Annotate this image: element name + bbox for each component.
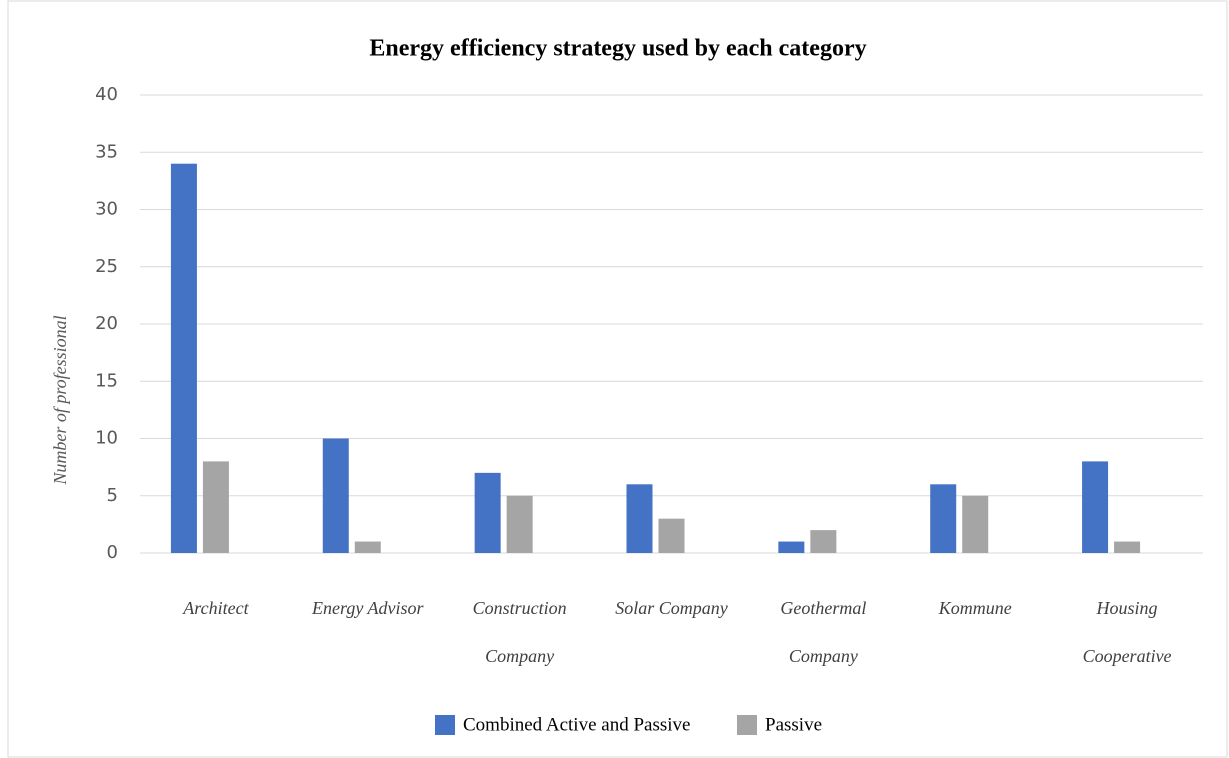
y-tick-label: 30 (95, 199, 118, 220)
bar (626, 484, 653, 553)
bar (170, 163, 197, 553)
legend-label: Combined Active and Passive (463, 714, 690, 735)
y-tick-label: 5 (107, 485, 118, 506)
y-tick-label: 25 (95, 256, 118, 277)
bar (658, 518, 685, 553)
x-tick-label: Construction Company (472, 598, 567, 666)
bar (778, 541, 805, 553)
y-tick-label: 0 (107, 542, 118, 563)
legend-swatch (435, 715, 455, 735)
x-tick-label: Geothermal Company (780, 598, 867, 666)
bar (1114, 541, 1141, 553)
y-tick-label: 10 (95, 428, 118, 449)
x-tick-label: Kommune (938, 598, 1012, 618)
bar (322, 438, 349, 553)
y-tick-label: 20 (95, 313, 118, 334)
bar (202, 461, 229, 553)
x-tick-label: Solar Company (615, 598, 728, 618)
bar (1082, 461, 1109, 553)
x-tick-label: Housing Cooperative (1082, 598, 1172, 666)
legend-swatch (737, 715, 757, 735)
x-tick-label: Energy Advisor (312, 598, 424, 618)
y-tick-label: 35 (95, 141, 118, 162)
chart-title: Energy efficiency strategy used by each … (369, 36, 866, 62)
legend-label: Passive (765, 714, 822, 735)
bar (930, 484, 957, 553)
bar (962, 495, 989, 553)
bar (506, 495, 533, 553)
bar (354, 541, 381, 553)
y-tick-label: 15 (95, 370, 118, 391)
bar (810, 530, 837, 553)
chart-border (7, 0, 1228, 758)
x-tick-label: Architect (183, 598, 249, 618)
bar (474, 472, 501, 553)
y-tick-label: 40 (95, 84, 118, 105)
y-axis-label: Number of professional (50, 315, 70, 485)
